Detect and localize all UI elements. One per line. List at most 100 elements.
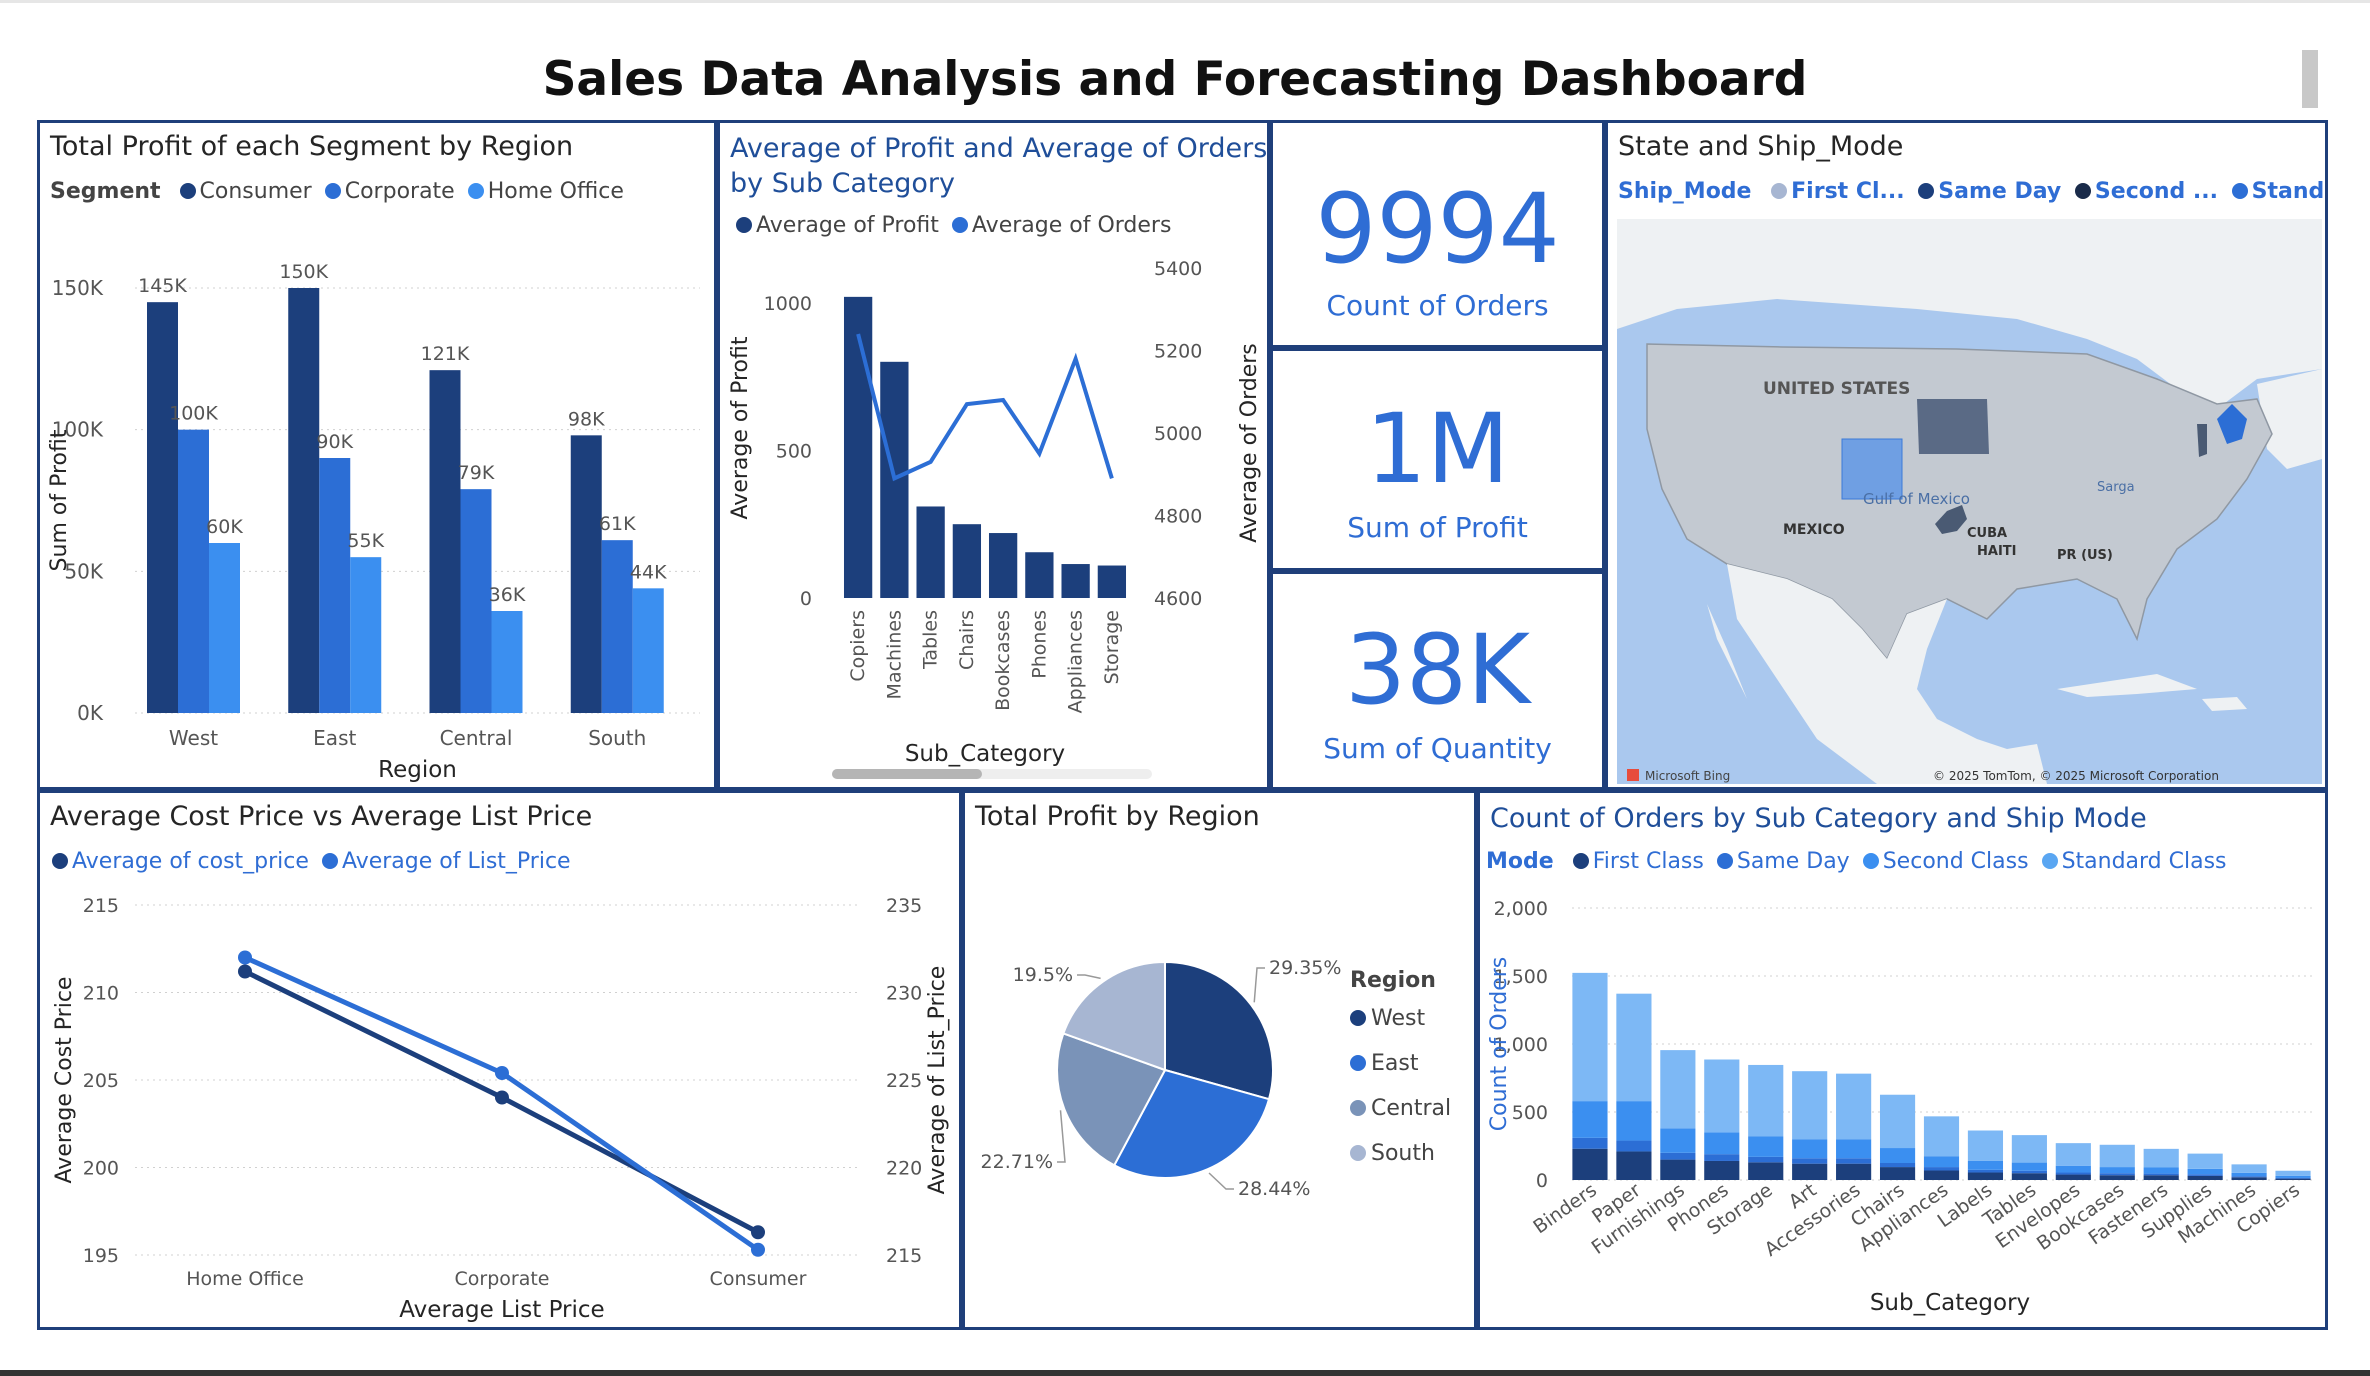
orders-subcat-ship-chart[interactable]: 05001,0001,5002,000BindersPaperFurnishin… [1480, 793, 2325, 1327]
bar-second-class[interactable] [2011, 1162, 2047, 1171]
bar-first-class[interactable] [2143, 1175, 2179, 1180]
pie-slice-central[interactable] [1056, 1032, 1167, 1167]
legend-avg-orders[interactable]: Average of Orders [971, 213, 1172, 238]
bar-same-day[interactable] [1748, 1156, 1784, 1163]
pie-slice-south[interactable] [1062, 960, 1166, 1072]
bar-second-class[interactable] [2143, 1167, 2179, 1174]
bar-first-class[interactable] [1748, 1162, 1784, 1180]
pie-slice-east[interactable] [1112, 1068, 1271, 1179]
scrollbar-thumb[interactable] [2302, 50, 2318, 108]
bar-home-office[interactable] [209, 543, 240, 713]
bar-standard-class[interactable] [1792, 1071, 1828, 1140]
point-avg-cost-price[interactable] [238, 964, 252, 979]
bar-standard-class[interactable] [1923, 1116, 1960, 1157]
bar-avg-profit[interactable] [1025, 552, 1054, 598]
point-avg-list-price[interactable] [238, 950, 252, 965]
bar-same-day[interactable] [2055, 1172, 2091, 1175]
bar-standard-class[interactable] [2055, 1143, 2091, 1166]
point-avg-list-price[interactable] [495, 1066, 509, 1080]
bar-avg-profit[interactable] [1097, 565, 1127, 598]
legend-first-class[interactable]: First Class [1592, 849, 1704, 874]
bar-second-class[interactable] [1572, 1101, 1608, 1138]
bar-first-class[interactable] [1792, 1163, 1828, 1180]
bar-same-day[interactable] [2143, 1173, 2179, 1176]
bar-first-class[interactable] [1879, 1167, 1916, 1180]
bar-consumer[interactable] [288, 288, 320, 713]
bar-standard-class[interactable] [2275, 1170, 2311, 1176]
bar-second-class[interactable] [2187, 1168, 2223, 1175]
profit-region-pie[interactable]: 29.35% 28.44% 22.71% 19.5% Region West East Cen… [965, 793, 1474, 1327]
bar-same-day[interactable] [1572, 1137, 1608, 1149]
bar-first-class[interactable] [1616, 1151, 1652, 1180]
map-state-second-class[interactable] [1917, 399, 1989, 454]
bar-first-class[interactable] [2187, 1175, 2223, 1180]
bar-first-class[interactable] [1836, 1163, 1872, 1180]
bar-same-day[interactable] [2275, 1177, 2311, 1179]
bar-second-class[interactable] [1923, 1156, 1960, 1168]
bar-home-office[interactable] [491, 611, 523, 713]
map-state-dark[interactable] [1935, 505, 1967, 534]
legend-corporate[interactable]: Corporate [344, 179, 455, 204]
pie-legend-west[interactable]: West [1371, 1006, 1425, 1031]
bar-same-day[interactable] [1616, 1140, 1652, 1152]
bar-second-class[interactable] [1879, 1148, 1916, 1163]
bar-second-class[interactable] [1836, 1139, 1872, 1159]
bar-consumer[interactable] [147, 302, 178, 713]
bar-second-class[interactable] [1616, 1101, 1652, 1141]
bar-same-day[interactable] [1923, 1167, 1960, 1171]
map-state-standard[interactable] [1841, 438, 1903, 500]
bar-standard-class[interactable] [2099, 1144, 2135, 1168]
bar-standard-class[interactable] [1572, 972, 1608, 1102]
legend-first[interactable]: First Cl... [1791, 179, 1905, 204]
bar-second-class[interactable] [1704, 1132, 1740, 1155]
pie-slice-west[interactable] [1164, 960, 1274, 1101]
x-scrollbar-thumb[interactable] [832, 769, 982, 779]
legend-avg-profit[interactable]: Average of Profit [756, 213, 939, 238]
legend-consumer[interactable]: Consumer [199, 179, 312, 204]
bar-avg-profit[interactable] [952, 524, 982, 598]
bar-second-class[interactable] [1792, 1139, 1828, 1159]
bar-same-day[interactable] [1660, 1152, 1696, 1160]
bar-same-day[interactable] [1704, 1154, 1740, 1161]
bar-corporate[interactable] [178, 429, 209, 713]
pie-legend-south[interactable]: South [1371, 1141, 1435, 1166]
pie-legend-central[interactable]: Central [1371, 1096, 1451, 1121]
bar-same-day[interactable] [2187, 1174, 2223, 1176]
bar-standard-class[interactable] [1660, 1050, 1696, 1129]
bar-consumer[interactable] [570, 435, 602, 713]
pie-legend-east[interactable]: East [1371, 1051, 1419, 1076]
bar-corporate[interactable] [460, 489, 492, 713]
bar-second-class[interactable] [2099, 1167, 2135, 1174]
bar-same-day[interactable] [2099, 1173, 2135, 1176]
bar-second-class[interactable] [2055, 1165, 2091, 1173]
bar-standard-class[interactable] [1748, 1064, 1784, 1137]
bar-same-day[interactable] [1836, 1158, 1872, 1164]
bar-avg-profit[interactable] [916, 506, 945, 598]
bar-second-class[interactable] [1748, 1136, 1784, 1157]
bar-second-class[interactable] [1660, 1128, 1696, 1153]
bar-standard-class[interactable] [2143, 1148, 2179, 1168]
legend-cost[interactable]: Average of cost_price [72, 849, 309, 874]
bar-same-day[interactable] [1967, 1169, 2004, 1173]
bar-same-day[interactable] [1792, 1158, 1828, 1164]
legend-same-day[interactable]: Same Day [1736, 849, 1850, 874]
bar-first-class[interactable] [2055, 1174, 2091, 1180]
bar-second-class[interactable] [2231, 1172, 2267, 1177]
bar-consumer[interactable] [429, 370, 461, 713]
bar-first-class[interactable] [2099, 1175, 2135, 1180]
legend-second-class[interactable]: Second Class [1882, 849, 2029, 874]
cost-list-chart[interactable]: 195 200 205 210 215 215 220 225 230 235 Home Offic… [40, 793, 959, 1327]
bar-first-class[interactable] [1923, 1170, 1960, 1180]
bar-home-office[interactable] [632, 588, 664, 713]
bar-same-day[interactable] [2011, 1170, 2047, 1174]
bar-standard-class[interactable] [1879, 1094, 1916, 1149]
legend-list[interactable]: Average of List_Price [341, 849, 571, 874]
bar-same-day[interactable] [2231, 1176, 2267, 1178]
profit-orders-chart[interactable]: 0 500 1000 4600 4800 5000 5200 5400 Copiers Machi… [720, 123, 1267, 787]
legend-second[interactable]: Second ... [2094, 179, 2218, 204]
bar-standard-class[interactable] [1704, 1059, 1740, 1133]
legend-standard[interactable]: Standa... [2251, 179, 2325, 204]
map-state-vermont[interactable] [2197, 424, 2207, 457]
bar-corporate[interactable] [319, 458, 351, 713]
legend-standard-class[interactable]: Standard Class [2061, 849, 2227, 874]
